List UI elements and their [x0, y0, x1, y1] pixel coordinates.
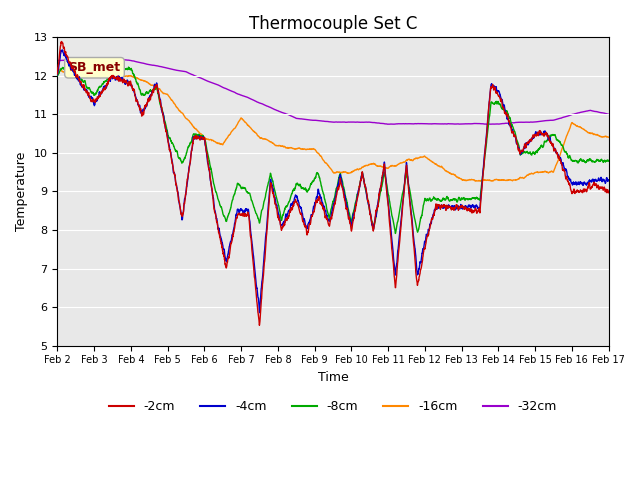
- -32cm: [265, 104, 273, 110]
- Legend: -2cm, -4cm, -8cm, -16cm, -32cm: -2cm, -4cm, -8cm, -16cm, -32cm: [104, 395, 562, 418]
- Line: -16cm: -16cm: [58, 68, 609, 181]
- -4cm: [149, 88, 157, 94]
- -32cm: [149, 62, 157, 68]
- -8cm: [149, 86, 157, 92]
- -2cm: [595, 182, 602, 188]
- -8cm: [535, 146, 543, 152]
- -32cm: [605, 111, 612, 117]
- -2cm: [58, 38, 65, 44]
- -8cm: [605, 158, 612, 164]
- -32cm: [385, 121, 393, 127]
- -8cm: [54, 72, 61, 78]
- -2cm: [54, 71, 61, 77]
- X-axis label: Time: Time: [317, 371, 348, 384]
- -2cm: [149, 89, 157, 95]
- -4cm: [256, 310, 264, 315]
- -2cm: [265, 199, 273, 205]
- -4cm: [116, 75, 124, 81]
- -16cm: [534, 170, 542, 176]
- -32cm: [289, 114, 297, 120]
- -4cm: [54, 72, 61, 78]
- -8cm: [125, 64, 132, 70]
- -32cm: [116, 57, 124, 62]
- -16cm: [605, 134, 612, 140]
- -8cm: [116, 70, 124, 75]
- -16cm: [472, 178, 479, 184]
- -32cm: [535, 119, 543, 124]
- -16cm: [116, 72, 124, 78]
- -8cm: [392, 230, 399, 236]
- -8cm: [595, 157, 602, 163]
- -4cm: [595, 177, 602, 182]
- -32cm: [595, 109, 602, 115]
- Text: SB_met: SB_met: [68, 61, 120, 74]
- -16cm: [265, 138, 273, 144]
- Title: Thermocouple Set C: Thermocouple Set C: [249, 15, 417, 33]
- Line: -8cm: -8cm: [58, 67, 609, 233]
- -16cm: [594, 132, 602, 138]
- -4cm: [265, 193, 273, 199]
- -4cm: [58, 47, 66, 53]
- -2cm: [605, 190, 612, 195]
- Line: -2cm: -2cm: [58, 41, 609, 325]
- -32cm: [54, 58, 61, 63]
- -2cm: [116, 78, 124, 84]
- -16cm: [289, 145, 296, 151]
- -32cm: [102, 56, 110, 61]
- -8cm: [289, 188, 297, 193]
- -16cm: [54, 65, 61, 71]
- -2cm: [289, 203, 297, 209]
- -2cm: [535, 131, 543, 136]
- Line: -4cm: -4cm: [58, 50, 609, 312]
- -4cm: [289, 199, 297, 204]
- -16cm: [149, 82, 157, 88]
- Line: -32cm: -32cm: [58, 59, 609, 124]
- Y-axis label: Temperature: Temperature: [15, 152, 28, 231]
- -8cm: [265, 179, 273, 184]
- -4cm: [605, 177, 612, 183]
- -2cm: [255, 323, 263, 328]
- -4cm: [535, 131, 543, 136]
